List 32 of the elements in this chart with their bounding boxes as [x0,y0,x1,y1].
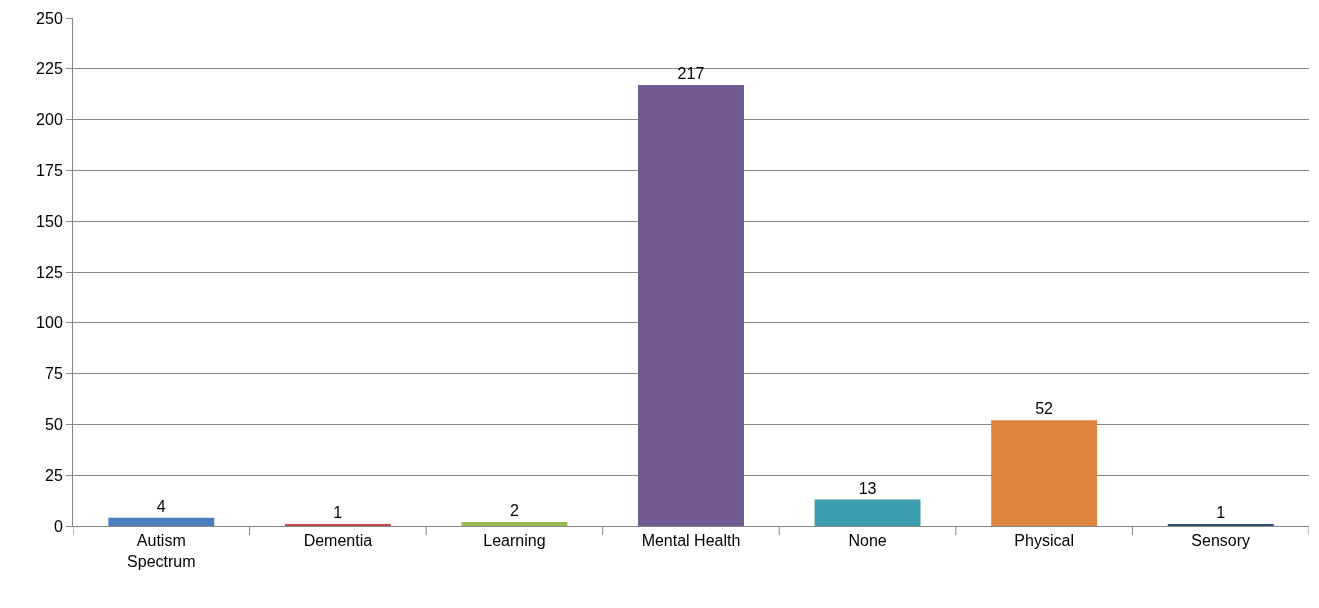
bar [461,521,568,526]
data-label: 2 [509,501,519,519]
x-tick-label: Mental Health [641,532,741,550]
data-label: 4 [156,497,166,515]
y-tick-label: 75 [45,365,63,383]
y-tick-label: 250 [36,9,63,27]
data-label: 217 [677,65,705,83]
x-tick-label: Learning [483,532,546,550]
data-label: 13 [858,479,877,497]
y-tick-label: 50 [45,416,63,433]
y-tick-label: 0 [53,517,63,535]
data-label: 1 [333,503,343,521]
y-tick-label: 200 [36,111,63,129]
data-label: 52 [1035,400,1054,418]
x-tick-label: Sensory [1191,532,1251,550]
x-tick-label: Autism Spectrum [127,532,196,570]
bar [991,420,1098,526]
y-tick-label: 225 [36,60,63,78]
bar [638,85,744,526]
x-tick-label: Dementia [303,532,373,550]
y-tick-label: 150 [36,212,63,230]
y-tick-label: 25 [45,466,63,484]
y-tick-label: 100 [36,314,63,332]
x-tick-label: Physical [1014,532,1074,550]
bar [284,523,391,526]
y-tick-label: 175 [36,162,63,179]
y-tick-label: 125 [36,263,63,281]
x-tick-label: None [848,532,887,550]
bar [814,499,921,526]
bar [108,517,215,526]
data-label: 1 [1216,503,1226,521]
bar [1167,523,1274,526]
